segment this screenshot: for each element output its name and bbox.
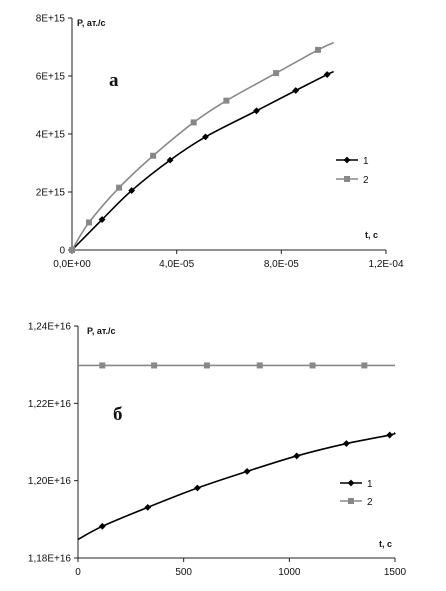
series-1-point	[253, 107, 260, 115]
x-tick-label: 0,0E+00	[53, 259, 91, 270]
series-2-point	[116, 184, 123, 191]
y-tick-label: 1,20E+16	[28, 476, 72, 487]
panel-label: б	[113, 404, 123, 425]
chart-panel-b: P, ат./с t, c б 1,18E+16 1,20E+16 1,22E+16…	[28, 322, 407, 579]
legend: 12	[340, 479, 373, 508]
x-tick-label: 1000	[278, 567, 301, 578]
y-axis-label: P, ат./с	[87, 326, 115, 336]
y-tick-label: 1,24E+16	[28, 322, 72, 333]
series-2-point	[309, 362, 316, 369]
series-1-point	[194, 484, 201, 492]
series-1-point	[98, 216, 106, 223]
x-tick-label: 0	[75, 567, 81, 578]
series-2-point	[190, 119, 197, 126]
y-tick-label: 0	[59, 246, 65, 257]
series-1-point	[243, 467, 251, 475]
x-axis-label: t, c	[365, 230, 378, 240]
panel-label: а	[109, 70, 119, 91]
series-1-line	[77, 431, 396, 541]
y-tick-label: 4E+15	[36, 130, 66, 141]
series-1-point	[292, 87, 300, 94]
legend-swatch-marker	[348, 498, 354, 504]
series-2-point	[69, 247, 75, 253]
x-tick-label: 1500	[384, 567, 407, 578]
series-1-point	[166, 156, 174, 164]
series-1-line	[71, 70, 334, 251]
series-2-point	[151, 362, 158, 369]
y-tick-label: 1,18E+16	[28, 554, 72, 565]
legend-swatch-marker	[343, 156, 351, 164]
series-2-point	[99, 362, 106, 369]
legend-label: 1	[363, 156, 369, 167]
series-2-point	[223, 97, 230, 104]
x-tick-label: 1,2E-04	[368, 259, 403, 270]
series-2-point	[150, 152, 157, 159]
legend-label: 1	[367, 479, 373, 490]
y-tick-label: 8E+15	[36, 14, 66, 25]
legend-label: 2	[363, 175, 369, 186]
ticks: 1,18E+16 1,20E+16 1,22E+16 1,24E+16 0 500 1000…	[28, 322, 407, 579]
legend-swatch-marker	[344, 176, 350, 182]
series-1-point	[128, 187, 136, 194]
x-axis-label: t, c	[379, 539, 392, 549]
series-1-point	[342, 440, 350, 447]
x-tick-label: 4,0E-05	[159, 259, 194, 270]
curves	[77, 364, 396, 541]
chart-panel-a: P, ат./с t, c а 0 2E+15 4E+15 6E+15 8E+15 0,0…	[36, 14, 404, 271]
y-axis-label: P, ат./с	[77, 18, 105, 28]
series-1-point	[293, 452, 301, 460]
y-tick-label: 6E+15	[36, 72, 66, 83]
series-1-point	[98, 522, 106, 530]
series-2-point	[314, 46, 321, 53]
x-tick-label: 8,0E-05	[264, 259, 299, 270]
series-1-point	[386, 431, 394, 439]
legend-label: 2	[367, 497, 373, 508]
series-2-point	[86, 219, 93, 226]
markers	[98, 362, 394, 530]
legend-swatch-marker	[347, 479, 355, 487]
y-tick-label: 1,22E+16	[28, 399, 72, 410]
legend: 12	[336, 156, 369, 186]
series-2-point	[203, 362, 210, 369]
x-tick-label: 500	[175, 567, 192, 578]
markers	[68, 46, 331, 254]
series-2-point	[361, 362, 368, 369]
series-2-point	[273, 70, 280, 77]
series-1-point	[323, 71, 331, 78]
series-2-point	[256, 362, 263, 369]
y-tick-label: 2E+15	[36, 188, 66, 199]
ticks: 0 2E+15 4E+15 6E+15 8E+15 0,0E+00 4,0E-05 8,0E-…	[36, 14, 404, 271]
series-1-point	[202, 133, 209, 141]
series-1-point	[144, 503, 152, 511]
